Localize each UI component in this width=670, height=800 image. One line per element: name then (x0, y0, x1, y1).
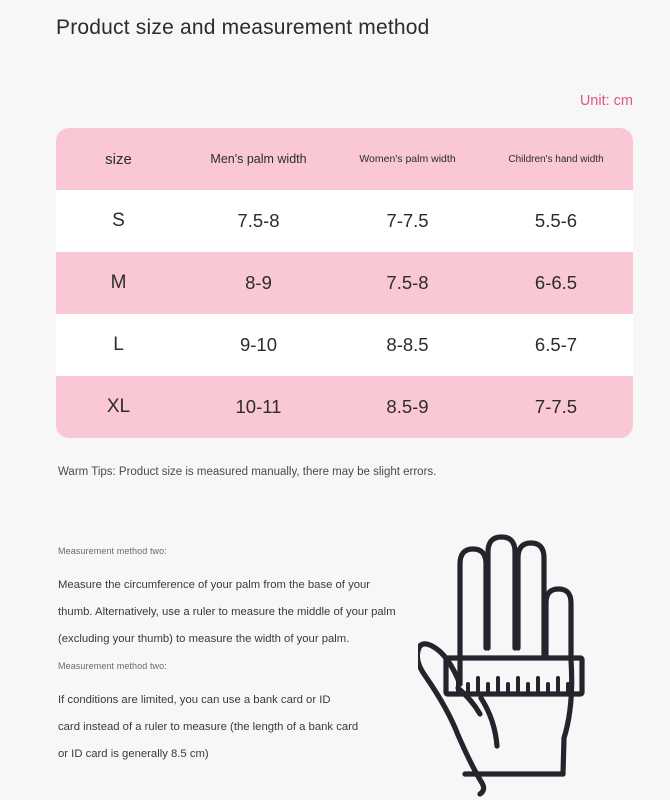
cell-mens: 10-11 (235, 396, 282, 417)
finger-little (543, 586, 574, 663)
column-header-mens: Men's palm width (210, 152, 307, 166)
column-header-womens: Women's palm width (359, 153, 456, 165)
cell-childrens: 7-7.5 (534, 396, 578, 417)
cell-mens: 9-10 (239, 334, 278, 355)
table-row: M 8-9 7.5-8 6-6.5 (56, 252, 633, 314)
palm-right-edge (560, 657, 575, 777)
cell-size: L (113, 334, 124, 355)
method-body: Measure the circumference of your palm f… (58, 572, 396, 653)
method-line: card instead of a ruler to measure (the … (58, 721, 359, 733)
column-header-size: size (105, 150, 132, 168)
measurement-method-block-2: Measurement method two: If conditions ar… (58, 661, 358, 768)
cell-womens: 8.5-9 (386, 396, 429, 417)
palm-fill (460, 660, 571, 770)
table-header-row: size Men's palm width Women's palm width… (56, 128, 633, 190)
thumb-crease (455, 685, 483, 717)
method-line: (excluding your thumb) to measure the wi… (58, 633, 350, 645)
hand-with-ruler-illustration (418, 508, 650, 800)
size-table: size Men's palm width Women's palm width… (56, 128, 633, 438)
method-line: thumb. Alternatively, use a ruler to mea… (58, 606, 396, 618)
finger-ring (515, 540, 547, 659)
cell-childrens: 5.5-6 (534, 210, 578, 231)
measurement-method-block-1: Measurement method two: Measure the circ… (58, 546, 396, 653)
warm-tips-text: Warm Tips: Product size is measured manu… (58, 466, 437, 478)
cell-womens: 7-7.5 (386, 210, 429, 231)
ruler-body (443, 655, 585, 697)
table-row: XL 10-11 8.5-9 7-7.5 (56, 376, 633, 438)
ruler-ticks (456, 676, 570, 696)
cell-childrens: 6-6.5 (534, 272, 578, 293)
cell-size: M (110, 272, 127, 293)
thumb-outline (418, 641, 487, 797)
cell-mens: 7.5-8 (237, 210, 280, 231)
cell-childrens: 6.5-7 (534, 334, 578, 355)
method-heading: Measurement method two: (58, 661, 167, 671)
table-row: L 9-10 8-8.5 6.5-7 (56, 314, 633, 376)
palm-crease-line (478, 695, 500, 749)
cell-size: XL (106, 396, 131, 417)
cell-mens: 8-9 (245, 272, 272, 293)
page-title: Product size and measurement method (56, 16, 430, 39)
cell-womens: 8-8.5 (386, 334, 429, 355)
method-body: If conditions are limited, you can use a… (58, 687, 358, 768)
method-line: Measure the circumference of your palm f… (58, 579, 371, 591)
finger-middle (485, 534, 518, 651)
column-header-childrens: Children's hand width (508, 153, 604, 165)
method-line: If conditions are limited, you can use a… (58, 694, 331, 706)
method-line: or ID card is generally 8.5 cm) (58, 748, 209, 760)
cell-size: S (112, 210, 125, 231)
table-row: S 7.5-8 7-7.5 5.5-6 (56, 190, 633, 252)
finger-index (457, 546, 489, 663)
unit-label: Unit: cm (579, 93, 633, 109)
cell-womens: 7.5-8 (386, 272, 429, 293)
method-heading: Measurement method two: (58, 546, 167, 556)
